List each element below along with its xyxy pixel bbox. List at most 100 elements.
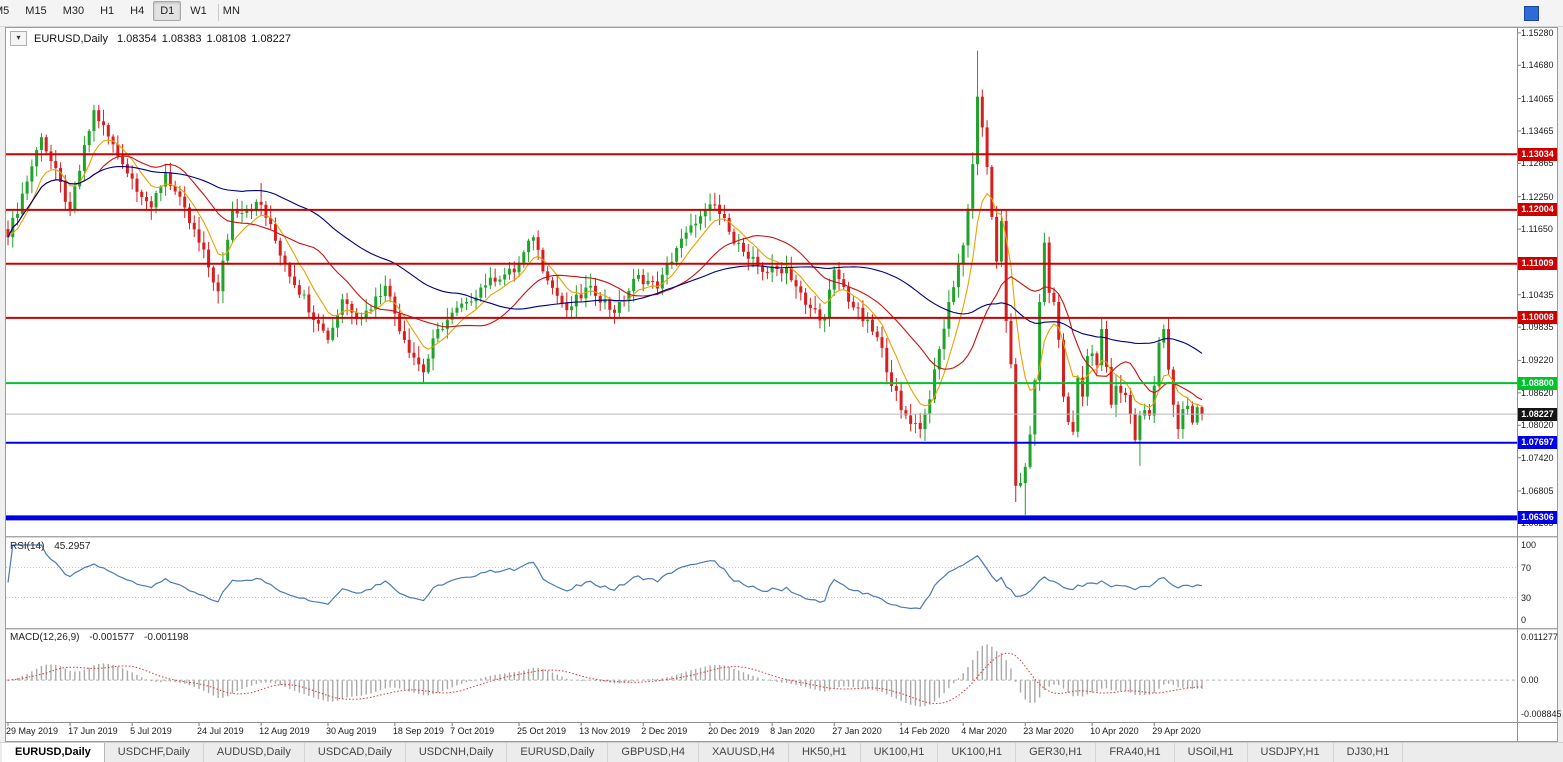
date-label: 8 Jan 2020 [770, 726, 815, 736]
chart-header: ▾ EURUSD,Daily 1.08354 1.08383 1.08108 1… [10, 31, 296, 46]
timeframe-toolbar: M5 M15 M30 H1 H4 D1 W1 MN [0, 0, 1563, 27]
chart-tab-uk100-h1[interactable]: UK100,H1 [861, 743, 939, 762]
chart-low-value: 1.08108 [206, 32, 247, 45]
timeframe-button-m5[interactable]: M5 [0, 5, 10, 17]
price-tick-label: 1.12865 [1521, 158, 1554, 169]
one-click-trading-toggle[interactable]: ▾ [10, 31, 27, 46]
chart-close-value: 1.08227 [251, 32, 292, 45]
rsi-scale-label: 0 [1521, 615, 1527, 625]
timeframe-button-m30[interactable]: M30 [62, 5, 85, 17]
date-label: 5 Jul 2019 [130, 726, 172, 736]
price-axis-divider [1517, 28, 1518, 741]
chart-tab-fra40-h1[interactable]: FRA40,H1 [1096, 743, 1175, 762]
price-tick-label: 1.11650 [1521, 224, 1553, 235]
timeframe-buttons: M5 M15 M30 H1 H4 D1 W1 MN [0, 0, 248, 22]
chart-tabs-bar: EURUSD,Daily USDCHF,Daily AUDUSD,Daily USDC… [0, 742, 1563, 762]
price-tick-label: 1.14065 [1521, 93, 1554, 104]
date-label: 14 Feb 2020 [899, 726, 950, 736]
macd-scale-label: -0.008845 [1521, 709, 1562, 719]
chart-tab-usdcnh-daily[interactable]: USDCNH,Daily [406, 743, 508, 762]
timeframe-button-m15[interactable]: M15 [25, 5, 47, 17]
price-tick-label: 1.08020 [1521, 420, 1554, 431]
chart-tab-uk100-h1[interactable]: UK100,H1 [938, 743, 1017, 762]
date-label: 4 Mar 2020 [961, 726, 1007, 736]
chart-tab-usdchf-daily[interactable]: USDCHF,Daily [105, 743, 204, 762]
level-price-badge: 1.12004 [1518, 203, 1557, 217]
rsi-line [7, 544, 1203, 610]
ma-medium-line [7, 155, 1203, 401]
horizontal-level-lines[interactable] [6, 153, 1517, 521]
rsi-panel-divider[interactable] [6, 536, 1557, 538]
price-tick-label: 1.07420 [1521, 452, 1554, 463]
level-price-badge: 1.13034 [1518, 147, 1557, 161]
date-label: 12 Aug 2019 [259, 726, 310, 736]
chart-tab-usoil-h1[interactable]: USOil,H1 [1175, 743, 1248, 762]
macd-name: MACD(12,26,9) [10, 632, 80, 643]
level-price-badge: 1.10008 [1518, 311, 1557, 325]
toolbar-separator [218, 4, 219, 21]
macd-main-value: -0.001577 [89, 632, 135, 643]
indicator-guides [6, 567, 1517, 681]
chart-tab-ger30-h1[interactable]: GER30,H1 [1016, 743, 1097, 762]
price-tick-label: 1.10435 [1521, 289, 1554, 300]
price-tick-label: 1.09835 [1521, 322, 1554, 333]
rsi-name: RSI(14) [10, 541, 45, 552]
chart-tab-audusd-daily[interactable]: AUDUSD,Daily [204, 743, 305, 762]
price-tick-label: 1.08620 [1521, 387, 1554, 398]
rsi-scale-label: 70 [1521, 562, 1532, 573]
price-tick-label: 1.09220 [1521, 355, 1554, 366]
macd-panel-divider[interactable] [6, 628, 1557, 630]
macd-signal-value: -0.001198 [144, 632, 189, 643]
price-tick-label: 1.13465 [1521, 125, 1554, 136]
rsi-indicator-label: RSI(14) 45.2957 [10, 541, 97, 552]
date-label: 27 Jan 2020 [832, 726, 882, 736]
rsi-scale-label: 100 [1521, 540, 1537, 550]
price-tick-label: 1.15280 [1521, 27, 1554, 38]
ma-fast-line [7, 139, 1203, 409]
chart-restore-button[interactable] [1524, 6, 1539, 21]
date-label: 23 Mar 2020 [1023, 726, 1074, 736]
macd-signal-line [7, 652, 1202, 705]
chart-tab-hk50-h1[interactable]: HK50,H1 [789, 743, 861, 762]
macd-scale-label: 0.011277 [1521, 632, 1558, 642]
date-label: 18 Sep 2019 [392, 726, 444, 736]
date-label: 17 Jun 2019 [68, 726, 118, 736]
chart-symbol-label: EURUSD,Daily [34, 32, 108, 45]
timeframe-button-h4[interactable]: H4 [130, 5, 145, 17]
date-label: 25 Oct 2019 [517, 726, 567, 736]
level-price-badge: 1.11009 [1518, 257, 1557, 271]
macd-histogram [12, 644, 1203, 707]
price-tick-label: 1.12250 [1521, 191, 1554, 202]
chart-tab-eurusd-daily[interactable]: EURUSD,Daily [2, 743, 105, 762]
timeframe-button-w1[interactable]: W1 [190, 5, 207, 17]
chart-surface [5, 27, 1558, 742]
chart-tab-usdcad-daily[interactable]: USDCAD,Daily [305, 743, 406, 762]
ma-slow-line [7, 165, 1203, 354]
chart-tab-eurusd-daily[interactable]: EURUSD,Daily [507, 743, 609, 762]
candlesticks [6, 50, 1204, 516]
timeframe-button-mn[interactable]: MN [222, 5, 240, 17]
date-label: 7 Oct 2019 [450, 726, 495, 736]
level-price-badge: 1.06306 [1518, 511, 1557, 525]
price-tick-label: 1.06805 [1521, 485, 1554, 496]
date-label: 29 May 2019 [6, 726, 59, 736]
chart-high-value: 1.08383 [161, 32, 202, 45]
axis-ticks [7, 32, 1521, 726]
chart-tab-usdjpy-h1[interactable]: USDJPY,H1 [1248, 743, 1334, 762]
level-price-badge: 1.07697 [1518, 436, 1557, 450]
date-label: 13 Nov 2019 [579, 726, 631, 736]
chart-tab-xauusd-h4[interactable]: XAUUSD,H4 [699, 743, 789, 762]
chart-open-value: 1.08354 [116, 32, 157, 45]
date-label: 20 Dec 2019 [708, 726, 760, 736]
timeframe-button-d1[interactable]: D1 [153, 1, 182, 21]
date-label: 2 Dec 2019 [641, 726, 688, 736]
time-axis-divider [6, 722, 1557, 723]
rsi-value: 45.2957 [54, 541, 91, 552]
chart-tab-gbpusd-h4[interactable]: GBPUSD,H4 [608, 743, 699, 762]
chart-tab-dj30-h1[interactable]: DJ30,H1 [1334, 743, 1404, 762]
date-label: 10 Apr 2020 [1090, 726, 1139, 736]
price-tick-label: 1.14680 [1521, 60, 1554, 71]
timeframe-button-h1[interactable]: H1 [100, 5, 115, 17]
